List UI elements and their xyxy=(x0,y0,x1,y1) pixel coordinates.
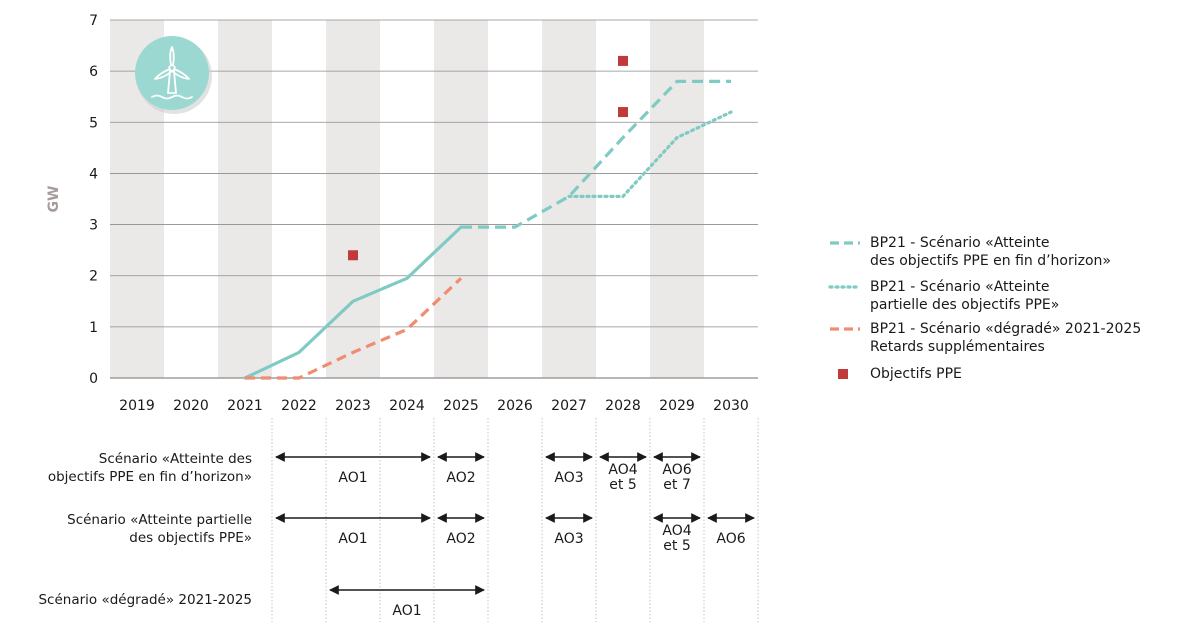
timeline-row-label: Scénario «Atteinte des xyxy=(99,451,252,467)
legend-entry-label: BP21 - Scénario «Atteinte xyxy=(870,279,1049,295)
series-line-degrade xyxy=(245,277,463,380)
objectif-ppe-marker xyxy=(618,55,628,66)
x-tick-label: 2026 xyxy=(497,398,533,414)
legend-entry-label: BP21 - Scénario «Atteinte xyxy=(870,235,1049,251)
x-tick-label: 2029 xyxy=(659,398,695,414)
timeline-arrow-label: et 5 xyxy=(663,538,690,554)
objectif-ppe-marker xyxy=(618,107,628,118)
column-band xyxy=(326,20,380,378)
timeline-arrow-label: AO3 xyxy=(554,470,583,486)
x-tick-label: 2027 xyxy=(551,398,587,414)
x-tick-label: 2021 xyxy=(227,398,263,414)
timeline-arrow-label: AO1 xyxy=(338,470,367,486)
x-tick-label: 2022 xyxy=(281,398,317,414)
timeline-row-label: objectifs PPE en fin d’horizon» xyxy=(48,469,252,485)
icon-blade xyxy=(169,46,175,66)
y-axis-label: GW xyxy=(46,186,62,213)
timeline-arrow-label: AO1 xyxy=(338,531,367,547)
timeline-row-label: Scénario «dégradé» 2021-2025 xyxy=(38,592,252,608)
x-tick-label: 2030 xyxy=(713,398,749,414)
y-tick-label: 4 xyxy=(89,166,98,182)
objectif-ppe-marker xyxy=(348,250,358,261)
series-line-atteinte-partielle xyxy=(567,110,733,198)
column-band xyxy=(218,20,272,378)
series-line-atteinte-fin-horizon xyxy=(461,79,731,229)
timeline-row-label: des objectifs PPE» xyxy=(129,530,252,546)
x-tick-label: 2028 xyxy=(605,398,641,414)
wind-turbine-icon xyxy=(135,36,212,114)
y-tick-label: 5 xyxy=(89,115,98,131)
icon-mast xyxy=(167,70,177,94)
legend-entry-label: Objectifs PPE xyxy=(870,366,962,382)
icon-wave xyxy=(151,94,193,100)
x-tick-label: 2023 xyxy=(335,398,371,414)
column-band xyxy=(542,20,596,378)
timeline-arrow-label: AO4 xyxy=(662,523,691,539)
x-tick-label: 2020 xyxy=(173,398,209,414)
column-band xyxy=(650,20,704,378)
y-tick-label: 2 xyxy=(89,269,98,285)
timeline-arrow-label: AO2 xyxy=(446,470,475,486)
timeline-arrow-label: et 5 xyxy=(609,477,636,493)
legend-marker xyxy=(838,369,848,379)
timeline-arrow-label: AO2 xyxy=(446,531,475,547)
timeline-arrow-label: AO6 xyxy=(716,531,745,547)
timeline-arrow-label: AO3 xyxy=(554,531,583,547)
timeline-arrow-label: AO4 xyxy=(608,462,637,478)
y-tick-label: 6 xyxy=(89,64,98,80)
series-line-common-solid xyxy=(243,225,463,380)
timeline-row-label: Scénario «Atteinte partielle xyxy=(67,512,252,528)
x-tick-label: 2024 xyxy=(389,398,425,414)
y-tick-label: 7 xyxy=(89,13,98,29)
legend-entry-label: partielle des objectifs PPE» xyxy=(870,297,1059,313)
legend-entry-label: Retards supplémentaires xyxy=(870,339,1045,355)
timeline-arrow-label: et 7 xyxy=(663,477,690,493)
y-tick-label: 0 xyxy=(89,371,98,387)
legend-entry-label: des objectifs PPE en fin d’horizon» xyxy=(870,253,1111,269)
timeline-arrow-label: AO1 xyxy=(392,603,421,619)
x-tick-label: 2025 xyxy=(443,398,479,414)
icon-blade xyxy=(171,68,190,80)
icon-disc xyxy=(135,36,209,110)
y-tick-label: 3 xyxy=(89,218,98,234)
legend-entry-label: BP21 - Scénario «dégradé» 2021-2025 xyxy=(870,321,1141,337)
icon-blade xyxy=(154,68,173,80)
timeline-arrow-label: AO6 xyxy=(662,462,691,478)
column-band xyxy=(434,20,488,378)
x-tick-label: 2019 xyxy=(119,398,155,414)
y-tick-label: 1 xyxy=(89,320,98,336)
